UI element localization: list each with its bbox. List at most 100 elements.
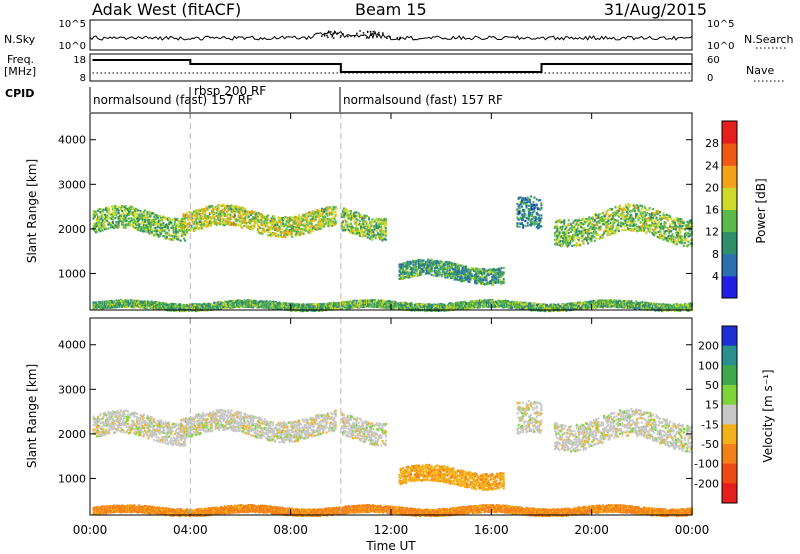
echo-cell [346, 213, 349, 216]
echo-cell [262, 215, 265, 219]
echo-cell [310, 218, 313, 221]
echo-cell [213, 217, 216, 221]
echo-cell [258, 231, 261, 234]
echo-cell [616, 219, 619, 222]
echo-cell [106, 217, 109, 221]
echo-cell [134, 226, 137, 229]
echo-cell [269, 228, 272, 231]
echo-cell [243, 217, 246, 220]
echo-cell [114, 212, 117, 216]
echo-cell [645, 213, 648, 216]
echo-cell [403, 265, 406, 268]
echo-cell [276, 223, 279, 226]
echo-cell [361, 227, 364, 231]
echo-cell [156, 233, 159, 236]
echo-cell [160, 230, 163, 233]
echo-cell [92, 214, 95, 218]
echo-cell [317, 213, 320, 216]
echo-cell [255, 215, 258, 218]
echo-cell [113, 214, 116, 217]
echo-cell [308, 229, 311, 232]
echo-cell [371, 231, 374, 234]
echo-cell [287, 224, 290, 227]
echo-cell [333, 223, 336, 226]
echo-cell [97, 209, 100, 212]
echo-cell [589, 219, 592, 222]
echo-cell [319, 227, 322, 230]
echo-cell [142, 210, 145, 213]
echo-cell [352, 218, 355, 221]
echo-cell [369, 228, 372, 231]
echo-cell [410, 274, 412, 277]
echo-cell [137, 226, 140, 229]
echo-cell [403, 272, 406, 275]
echo-cell [414, 261, 417, 264]
echo-cell [206, 223, 209, 226]
echo-cell [244, 210, 247, 213]
echo-cell [371, 221, 374, 224]
echo-cell [269, 226, 272, 230]
echo-cell [317, 227, 320, 230]
echo-cell [282, 218, 285, 222]
echo-cell [593, 224, 596, 227]
echo-cell [684, 242, 686, 245]
echo-cell [146, 219, 149, 222]
echo-cell [325, 206, 328, 209]
echo-cell [352, 232, 355, 235]
echo-cell [190, 211, 193, 214]
echo-cell [155, 230, 158, 233]
echo-cell [343, 226, 346, 229]
echo-cell [286, 220, 289, 223]
echo-cell [128, 222, 130, 225]
echo-cell [300, 223, 303, 226]
nsky-dot [370, 34, 372, 36]
echo-cell [177, 236, 180, 239]
echo-cell [430, 258, 433, 261]
echo-cell [128, 221, 130, 224]
echo-cell [115, 209, 118, 212]
echo-cell [662, 212, 665, 215]
echo-cell [274, 218, 277, 221]
echo-cell [187, 223, 190, 226]
echo-cell [122, 219, 125, 222]
echo-cell [266, 221, 269, 224]
echo-cell [256, 212, 259, 215]
echo-cell [687, 240, 690, 243]
echo-cell [234, 213, 236, 216]
echo-cell [99, 230, 102, 233]
echo-cell [322, 220, 325, 223]
echo-cell [384, 227, 387, 230]
echo-cell [319, 213, 322, 216]
echo-cell [583, 226, 586, 230]
echo-cell [353, 232, 356, 235]
echo-cell [592, 226, 595, 229]
echo-cell [326, 207, 329, 210]
echo-cell [271, 223, 274, 226]
nsky-dot [362, 32, 365, 34]
echo-cell [302, 213, 305, 216]
echo-cell [571, 244, 574, 247]
echo-cell [276, 229, 279, 232]
echo-cell [329, 219, 331, 222]
echo-cell [595, 237, 598, 240]
echo-cell [250, 210, 253, 213]
echo-cell [137, 209, 140, 212]
echo-cell [159, 231, 161, 234]
echo-cell [207, 216, 210, 220]
echo-cell [109, 226, 112, 229]
echo-cell [365, 214, 368, 217]
echo-cell [183, 231, 186, 234]
echo-cell [110, 215, 113, 218]
echo-cell [383, 218, 386, 222]
echo-cell [240, 218, 243, 221]
echo-cell [682, 244, 685, 248]
echo-cell [411, 271, 414, 274]
echo-cell [383, 233, 386, 236]
echo-cell [140, 222, 143, 225]
echo-cell [214, 219, 217, 222]
echo-cell [288, 223, 291, 226]
echo-cell [269, 231, 272, 234]
echo-cell [374, 226, 377, 229]
echo-cell [267, 226, 270, 229]
echo-cell [154, 232, 157, 236]
